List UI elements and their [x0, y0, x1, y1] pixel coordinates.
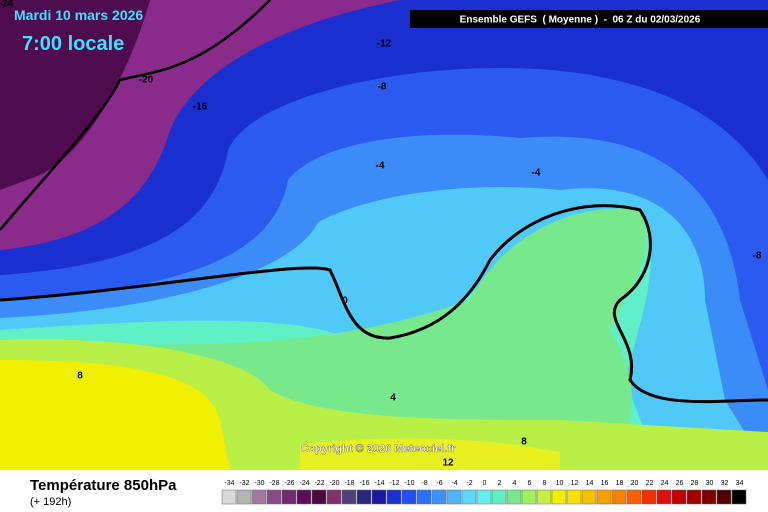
legend-swatch — [296, 489, 312, 505]
legend-swatch — [611, 489, 627, 505]
legend-swatch — [596, 489, 612, 505]
forecast-time: 7:00 locale — [22, 33, 124, 55]
legend-label: 12 — [571, 480, 579, 487]
legend-label: 30 — [706, 480, 714, 487]
legend-label: -26 — [284, 480, 294, 487]
legend-label: -6 — [436, 480, 442, 487]
legend-label: 0 — [483, 480, 487, 487]
legend-swatch — [431, 489, 447, 505]
legend-swatch — [356, 489, 372, 505]
legend-label: 32 — [721, 480, 729, 487]
contour-label: -24 — [0, 0, 14, 10]
legend-label: -4 — [451, 480, 457, 487]
contour-label: 8 — [521, 437, 527, 448]
legend-swatch — [521, 489, 537, 505]
legend-label: 20 — [631, 480, 639, 487]
legend-swatch — [731, 489, 747, 505]
contour-label: -20 — [139, 75, 154, 86]
legend-swatch — [566, 489, 582, 505]
contour-label: 4 — [390, 393, 396, 404]
legend-swatch — [716, 489, 732, 505]
legend-swatch — [701, 489, 717, 505]
legend-swatch — [536, 489, 552, 505]
legend-label: 4 — [513, 480, 517, 487]
contour-label: -8 — [753, 251, 762, 262]
legend-label: -16 — [359, 480, 369, 487]
legend-swatch — [341, 489, 357, 505]
legend-swatch — [581, 489, 597, 505]
legend-swatch — [626, 489, 642, 505]
lead-time: (+ 192h) — [30, 496, 71, 508]
forecast-date: Mardi 10 mars 2026 — [14, 7, 143, 23]
legend-label: -14 — [374, 480, 384, 487]
legend-swatch — [461, 489, 477, 505]
legend-swatch — [221, 489, 237, 505]
legend-label: -10 — [404, 480, 414, 487]
legend-label: 10 — [556, 480, 564, 487]
legend-label: 18 — [616, 480, 624, 487]
legend-label: -30 — [254, 480, 264, 487]
legend-swatch — [656, 489, 672, 505]
legend-label: 6 — [528, 480, 532, 487]
legend-label: -24 — [299, 480, 309, 487]
legend-swatch — [251, 489, 267, 505]
legend-swatch — [371, 489, 387, 505]
legend-label: 24 — [661, 480, 669, 487]
legend-label: 2 — [498, 480, 502, 487]
contour-label: -8 — [378, 82, 387, 93]
contour-label: -16 — [193, 102, 208, 113]
legend-swatch — [266, 489, 282, 505]
legend-label: -28 — [269, 480, 279, 487]
legend-swatch — [491, 489, 507, 505]
legend-swatch — [506, 489, 522, 505]
legend-swatch — [446, 489, 462, 505]
legend-label: -18 — [344, 480, 354, 487]
legend-label: 14 — [586, 480, 594, 487]
copyright: Copyright © 2026 Meteociel.fr — [301, 443, 457, 455]
model-run: Ensemble GEFS ( Moyenne ) - 06 Z du 02/0… — [460, 15, 701, 26]
model-banner — [410, 10, 768, 28]
legend-label: -12 — [389, 480, 399, 487]
legend-label: 22 — [646, 480, 654, 487]
legend-label: -20 — [329, 480, 339, 487]
legend-label: 26 — [676, 480, 684, 487]
legend-swatch — [476, 489, 492, 505]
legend-label: 28 — [691, 480, 699, 487]
temperature-field — [0, 0, 768, 470]
legend-swatch — [281, 489, 297, 505]
contour-label: 12 — [442, 458, 454, 469]
legend-swatch — [416, 489, 432, 505]
legend-swatch — [551, 489, 567, 505]
contour-label: -4 — [532, 168, 541, 179]
legend-label: -32 — [239, 480, 249, 487]
legend: -34 -32 -30 -28 -26 -24 -22 -20 -18 -16 -14 -12 -10-… — [221, 480, 747, 505]
legend-swatch — [671, 489, 687, 505]
contour-label: 0 — [342, 296, 348, 307]
field-title: Température 850hPa — [30, 477, 177, 494]
legend-label: 34 — [736, 480, 744, 487]
legend-swatch — [326, 489, 342, 505]
legend-swatch — [401, 489, 417, 505]
legend-label: -34 — [224, 480, 234, 487]
legend-label: -8 — [421, 480, 427, 487]
legend-swatch — [311, 489, 327, 505]
contour-labels: -24 -20 -16 -12 -8 -4 -4 -8 0 8 4 8 12 — [0, 0, 762, 469]
legend-swatch — [386, 489, 402, 505]
contour-label: 8 — [77, 371, 83, 382]
legend-label: 16 — [601, 480, 609, 487]
legend-swatch — [686, 489, 702, 505]
legend-swatch — [236, 489, 252, 505]
legend-label: 8 — [543, 480, 547, 487]
contour-label: -4 — [376, 161, 385, 172]
legend-swatch — [641, 489, 657, 505]
legend-label: -22 — [314, 480, 324, 487]
contour-label: -12 — [377, 39, 392, 50]
legend-label: -2 — [466, 480, 472, 487]
